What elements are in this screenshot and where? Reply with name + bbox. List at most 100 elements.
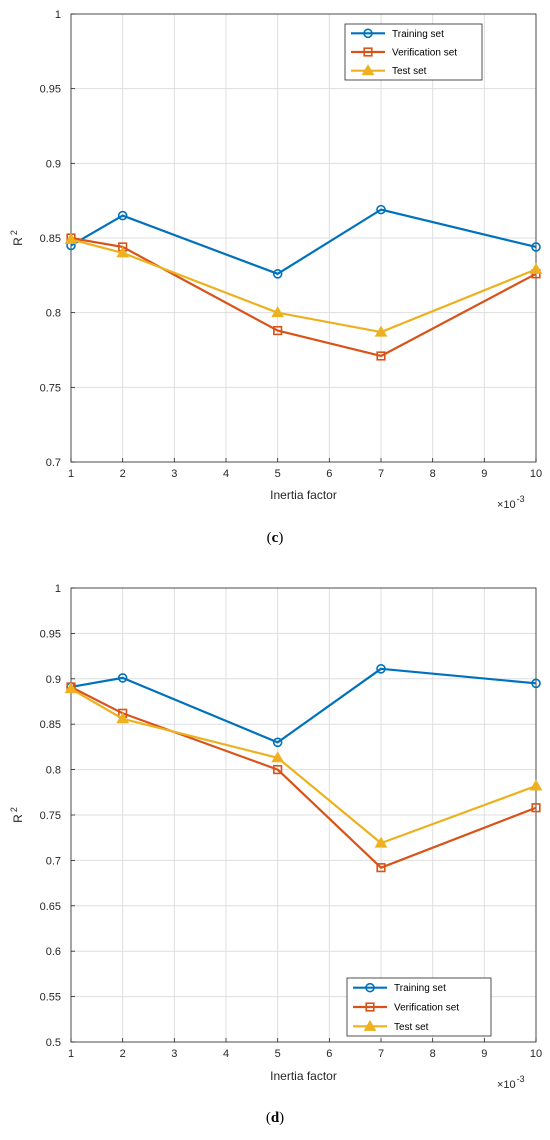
data-point-training-set xyxy=(272,737,283,748)
y-tick-label: 0.95 xyxy=(40,628,61,640)
legend-swatch-marker xyxy=(365,1002,375,1012)
legend-swatch-marker xyxy=(363,47,373,57)
panel-label-open: ( xyxy=(266,1110,271,1126)
y-axis-label-superscript: 2 xyxy=(9,807,19,812)
x-axis-label: Inertia factor xyxy=(270,1069,337,1083)
x-axis-label: Inertia factor xyxy=(270,488,337,502)
data-point-training-set xyxy=(531,242,541,252)
chart-panel-d: 1 2 3 4 5 6 7 8 9 10 0.5 0.55 0.6 0.65 0.7 0.75 0.8 0.85 0… xyxy=(9,583,543,1126)
y-tick-label: 0.8 xyxy=(46,765,61,777)
legend-swatch-marker xyxy=(361,64,375,76)
y-tick-label: 0.95 xyxy=(40,84,61,96)
x-tick-label: 1 xyxy=(68,468,74,480)
legend: Training set Verification set Test set xyxy=(344,23,483,81)
data-point-test-set xyxy=(271,751,285,763)
y-tick-label: 0.9 xyxy=(46,158,61,170)
x-axis-exponent: ×10-3 xyxy=(497,1074,525,1091)
y-axis-label: R2 xyxy=(9,230,25,246)
data-point-training-set xyxy=(272,269,283,279)
data-point-test-set xyxy=(64,682,78,694)
data-point-verification-set xyxy=(376,351,386,361)
series-line-training-set xyxy=(70,208,537,275)
y-tick-label: 0.85 xyxy=(40,719,61,731)
legend-swatch-marker xyxy=(365,982,375,993)
data-point-training-set xyxy=(117,673,128,683)
y-axis-label-superscript: 2 xyxy=(9,230,19,235)
data-point-test-set xyxy=(64,232,78,244)
data-point-verification-set xyxy=(273,764,283,775)
legend-entry-label: Verification set xyxy=(394,1003,459,1014)
x-axis-exponent-base: ×10 xyxy=(497,499,516,511)
x-tick-label: 10 xyxy=(530,468,542,480)
y-tick-label: 0.7 xyxy=(46,457,61,469)
legend-entry-label: Verification set xyxy=(392,48,457,59)
x-axis-exponent-power: -3 xyxy=(517,1074,525,1084)
y-tick-label: 0.55 xyxy=(40,992,61,1004)
x-tick-label: 3 xyxy=(171,1048,177,1060)
series-line-training-set xyxy=(70,667,537,744)
y-tick-label: 0.75 xyxy=(40,810,61,822)
legend-entry-label: Training set xyxy=(394,983,446,994)
data-point-test-set xyxy=(116,246,130,258)
data-point-training-set xyxy=(531,678,541,689)
x-axis-exponent-power: -3 xyxy=(517,494,525,504)
y-tick-label: 0.5 xyxy=(46,1037,61,1049)
panel-label-letter: d xyxy=(271,1110,280,1126)
x-tick-label: 9 xyxy=(481,468,487,480)
data-point-verification-set xyxy=(273,325,283,336)
data-point-test-set xyxy=(374,325,388,337)
x-tick-label: 6 xyxy=(326,468,332,480)
y-tick-label: 0.9 xyxy=(46,674,61,686)
data-point-test-set xyxy=(529,262,543,274)
legend-swatch-marker xyxy=(363,1019,377,1031)
x-tick-label: 5 xyxy=(275,468,281,480)
legend-entry-label: Test set xyxy=(392,66,427,77)
x-tick-label: 1 xyxy=(68,1048,74,1060)
data-point-verification-set xyxy=(376,863,386,873)
x-axis-exponent-base: ×10 xyxy=(497,1079,516,1091)
x-tick-label: 4 xyxy=(223,1048,229,1060)
series-line-verification-set xyxy=(70,685,537,869)
data-point-test-set xyxy=(271,306,285,318)
data-point-training-set xyxy=(376,664,386,674)
panel-label-open: ( xyxy=(267,530,272,546)
panel-label-close: ) xyxy=(278,530,283,546)
y-tick-label: 0.85 xyxy=(40,233,61,245)
series-line-verification-set xyxy=(70,236,537,358)
x-tick-label: 8 xyxy=(430,468,436,480)
x-tick-label: 2 xyxy=(120,1048,126,1060)
panel-label: (d) xyxy=(266,1110,284,1126)
y-tick-label: 0.7 xyxy=(46,855,61,867)
panel-label-letter: c xyxy=(272,530,279,546)
y-tick-label: 0.65 xyxy=(40,901,61,913)
y-axis-label-main: R xyxy=(11,237,25,246)
y-tick-label: 0.8 xyxy=(46,308,61,320)
data-point-training-set xyxy=(117,210,128,221)
y-tick-label: 1 xyxy=(55,583,61,595)
x-tick-label: 7 xyxy=(378,468,384,480)
panel-label-close: ) xyxy=(279,1110,284,1126)
y-axis-label-main: R xyxy=(11,814,25,823)
data-point-test-set xyxy=(529,779,543,791)
y-tick-label: 1 xyxy=(55,9,61,21)
x-tick-label: 4 xyxy=(223,468,229,480)
legend-swatch-marker xyxy=(363,28,373,39)
x-tick-label: 5 xyxy=(275,1048,281,1060)
data-point-test-set xyxy=(116,712,130,724)
data-point-verification-set xyxy=(531,803,541,813)
x-tick-label: 6 xyxy=(326,1048,332,1060)
x-axis-exponent: ×10-3 xyxy=(497,494,525,511)
chart-panel-c: 1 2 3 4 5 6 7 8 9 10 0.7 0.75 0.8 0.85 0.9 0.95 1 Inertia… xyxy=(9,9,543,546)
panel-label: (c) xyxy=(267,530,284,546)
y-tick-label: 0.6 xyxy=(46,946,61,958)
legend-entry-label: Test set xyxy=(394,1022,429,1033)
y-tick-label: 0.75 xyxy=(40,382,61,394)
x-tick-label: 2 xyxy=(120,468,126,480)
x-tick-label: 8 xyxy=(430,1048,436,1060)
x-tick-label: 7 xyxy=(378,1048,384,1060)
legend-entry-label: Training set xyxy=(392,29,444,40)
x-tick-label: 9 xyxy=(481,1048,487,1060)
legend: Training set Verification set Test set xyxy=(346,977,492,1037)
x-tick-label: 10 xyxy=(530,1048,542,1060)
